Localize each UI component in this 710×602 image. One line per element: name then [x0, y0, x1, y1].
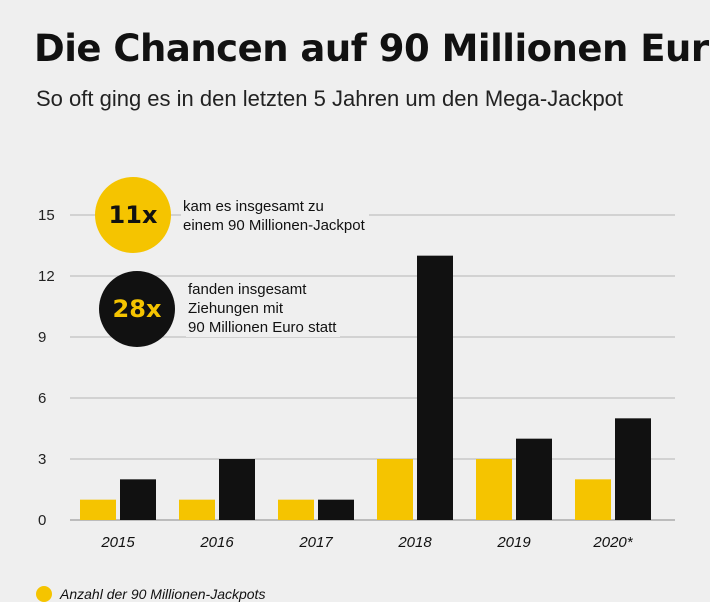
x-tick-label: 2017 [298, 534, 333, 551]
chart-subtitle: So oft ging es in den letzten 5 Jahren u… [36, 86, 624, 111]
jackpot-count-note: kam es insgesamt zu einem 90 Millionen-J… [181, 197, 369, 235]
y-tick-label: 0 [38, 512, 46, 529]
bar-jackpots [476, 459, 512, 520]
jackpot-count-badge: 11x [95, 177, 171, 253]
legend: Anzahl der 90 Millionen-Jackpots [36, 586, 265, 602]
draw-count-note: fanden insgesamt Ziehungen mit 90 Millio… [186, 280, 341, 337]
legend-swatch-yellow [36, 586, 52, 602]
y-tick-label: 15 [38, 207, 55, 224]
y-tick-label: 6 [38, 390, 46, 407]
bar-jackpots [278, 499, 314, 520]
bar-draws [318, 499, 354, 520]
x-tick-label: 2016 [199, 534, 234, 551]
y-tick-label: 12 [38, 268, 55, 285]
x-tick-label: 2020* [592, 534, 633, 551]
bar-jackpots [377, 459, 413, 520]
bar-jackpots [179, 499, 215, 520]
bar-draws [516, 438, 552, 520]
y-tick-label: 9 [38, 329, 46, 346]
bar-draws [120, 479, 156, 520]
bar-draws [615, 418, 651, 520]
x-tick-label: 2018 [397, 534, 432, 551]
bar-draws [417, 255, 453, 520]
x-tick-label: 2015 [100, 534, 135, 551]
chart-title: Die Chancen auf 90 Millionen Euro [34, 27, 710, 70]
y-tick-label: 3 [38, 451, 46, 468]
draw-count-badge: 28x [99, 271, 175, 347]
x-tick-label: 2019 [496, 534, 531, 551]
bar-jackpots [575, 479, 611, 520]
legend-label: Anzahl der 90 Millionen-Jackpots [60, 586, 266, 602]
bar-draws [219, 459, 255, 520]
bar-jackpots [80, 499, 116, 520]
